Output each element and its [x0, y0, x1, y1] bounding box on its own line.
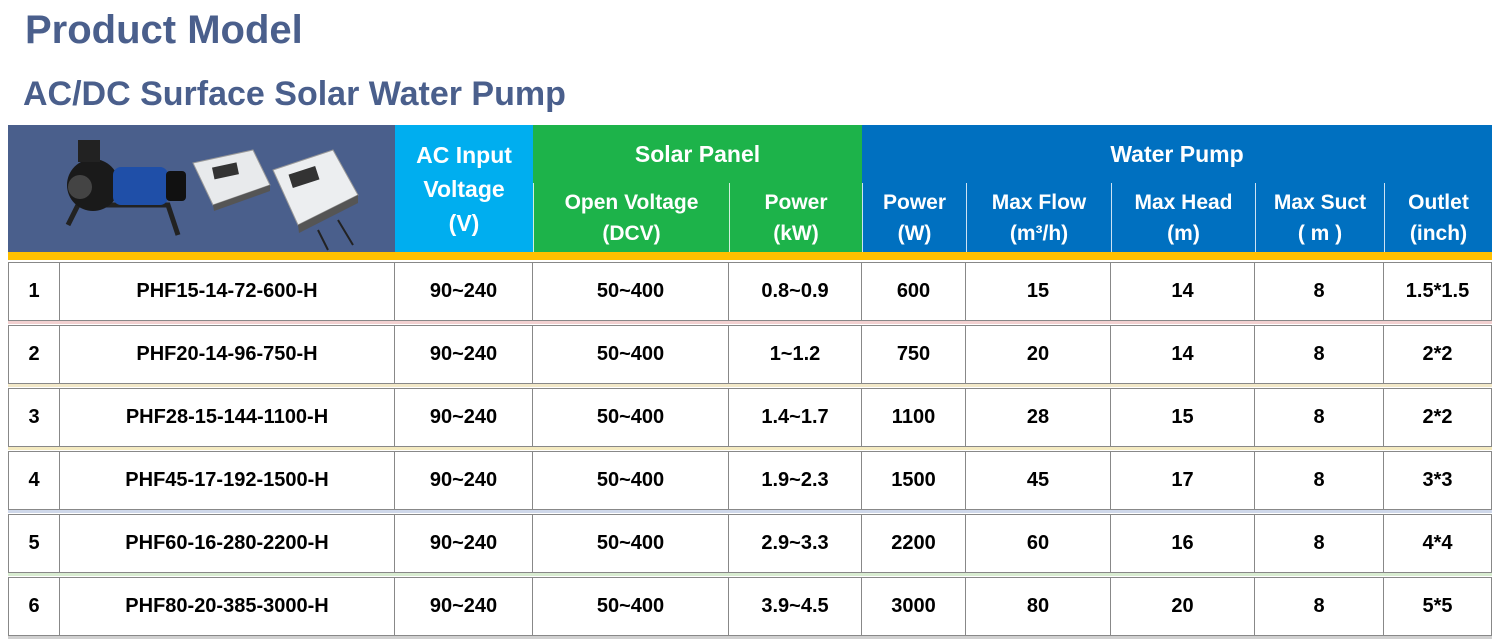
table-cell: 600	[862, 262, 966, 321]
table-cell: 90~240	[395, 388, 533, 447]
table-cell: PHF60-16-280-2200-H	[60, 514, 395, 573]
table-cell: 16	[1111, 514, 1255, 573]
table-cell: PHF15-14-72-600-H	[60, 262, 395, 321]
table-cell: 14	[1111, 262, 1255, 321]
table-cell: 1.4~1.7	[729, 388, 862, 447]
table-cell: 5*5	[1384, 577, 1492, 636]
group-header: Solar Panel	[533, 125, 862, 183]
column-header: Max Suct ( m )	[1255, 183, 1384, 252]
table-cell: 3*3	[1384, 451, 1492, 510]
table-cell: 28	[966, 388, 1111, 447]
table-cell: 3	[8, 388, 60, 447]
table-cell: PHF45-17-192-1500-H	[60, 451, 395, 510]
table-cell: 2*2	[1384, 325, 1492, 384]
column-header: Power (W)	[862, 183, 966, 252]
subtitle: AC/DC Surface Solar Water Pump	[23, 75, 566, 113]
table-cell: 3000	[862, 577, 966, 636]
table-cell: 90~240	[395, 325, 533, 384]
table-cell: 1	[8, 262, 60, 321]
row-separator	[8, 384, 1492, 387]
column-header: Max Head (m)	[1111, 183, 1255, 252]
table-cell: 60	[966, 514, 1111, 573]
table-cell: 750	[862, 325, 966, 384]
controller-image	[272, 149, 359, 251]
table-cell: 50~400	[533, 388, 729, 447]
table-cell: 45	[966, 451, 1111, 510]
table-cell: 1.9~2.3	[729, 451, 862, 510]
table-cell: 1500	[862, 451, 966, 510]
table-cell: 1~1.2	[729, 325, 862, 384]
table-cell: PHF20-14-96-750-H	[60, 325, 395, 384]
table-cell: 90~240	[395, 451, 533, 510]
table-cell: 4	[8, 451, 60, 510]
column-header: Power (kW)	[729, 183, 862, 252]
table-cell: 8	[1255, 262, 1384, 321]
table-cell: 8	[1255, 451, 1384, 510]
table-cell: 90~240	[395, 514, 533, 573]
controller-image	[192, 149, 271, 211]
group-header: AC Input Voltage (V)	[395, 125, 533, 252]
table-cell: 8	[1255, 577, 1384, 636]
header-rule	[8, 252, 1492, 260]
table-cell: 15	[966, 262, 1111, 321]
column-header: Open Voltage (DCV)	[533, 183, 729, 252]
table-cell: 50~400	[533, 325, 729, 384]
table-cell: 8	[1255, 325, 1384, 384]
table-cell: 3.9~4.5	[729, 577, 862, 636]
row-separator	[8, 510, 1492, 513]
table-cell: 50~400	[533, 451, 729, 510]
row-separator	[8, 636, 1492, 639]
column-header: Outlet (inch)	[1384, 183, 1492, 252]
table-cell: PHF80-20-385-3000-H	[60, 577, 395, 636]
table-cell: 17	[1111, 451, 1255, 510]
table-cell: 50~400	[533, 577, 729, 636]
table-cell: 90~240	[395, 262, 533, 321]
pump-image	[65, 140, 186, 236]
table-cell: 2	[8, 325, 60, 384]
table-cell: 90~240	[395, 577, 533, 636]
table-cell: 4*4	[1384, 514, 1492, 573]
column-header: Max Flow (m³/h)	[966, 183, 1111, 252]
table-cell: 20	[966, 325, 1111, 384]
table-cell: 0.8~0.9	[729, 262, 862, 321]
table-cell: 20	[1111, 577, 1255, 636]
table-cell: PHF28-15-144-1100-H	[60, 388, 395, 447]
table-cell: 2.9~3.3	[729, 514, 862, 573]
title: Product Model	[25, 8, 303, 52]
table-cell: 8	[1255, 514, 1384, 573]
table-cell: 6	[8, 577, 60, 636]
table-cell: 5	[8, 514, 60, 573]
table-cell: 1100	[862, 388, 966, 447]
table-cell: 50~400	[533, 262, 729, 321]
table-cell: 80	[966, 577, 1111, 636]
row-separator	[8, 447, 1492, 450]
table-cell: 2200	[862, 514, 966, 573]
group-header: Water Pump	[862, 125, 1492, 183]
table-cell: 2*2	[1384, 388, 1492, 447]
product-images	[65, 140, 359, 251]
table-cell: 50~400	[533, 514, 729, 573]
table-cell: 1.5*1.5	[1384, 262, 1492, 321]
table-cell: 8	[1255, 388, 1384, 447]
product-table: AC Input Voltage (V) Solar Panel Water Pum…	[8, 125, 1492, 640]
table-cell: 15	[1111, 388, 1255, 447]
row-separator	[8, 573, 1492, 576]
image-cell	[8, 125, 395, 252]
table-cell: 14	[1111, 325, 1255, 384]
row-separator	[8, 321, 1492, 324]
